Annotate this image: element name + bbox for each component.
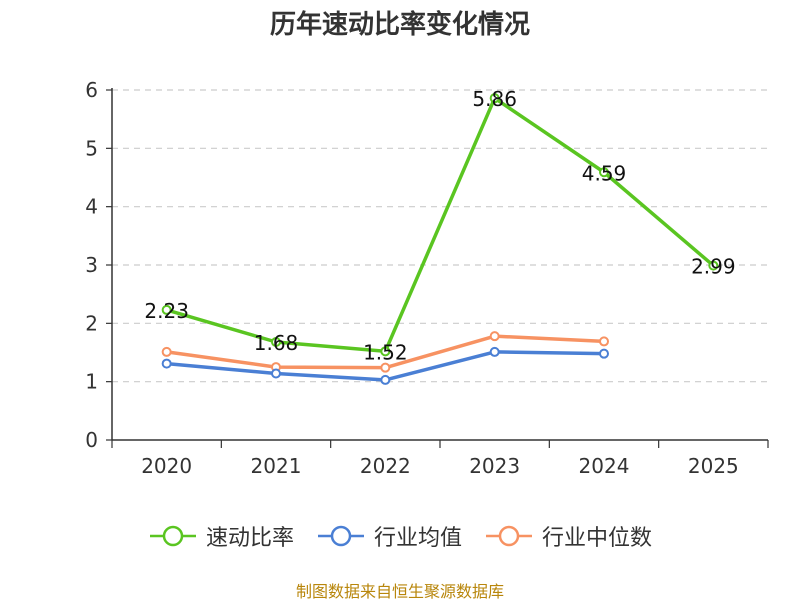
x-tick-label: 2022	[360, 454, 411, 478]
data-point	[599, 336, 609, 347]
data-point	[599, 348, 609, 359]
y-tick-label: 1	[85, 370, 98, 394]
y-tick-label: 5	[85, 136, 98, 160]
chart-title: 历年速动比率变化情况	[269, 10, 530, 40]
y-tick-label: 2	[85, 311, 98, 335]
y-tick-label: 4	[85, 195, 98, 219]
y-tick-label: 6	[85, 78, 98, 102]
data-point	[380, 362, 391, 373]
x-tick-label: 2023	[469, 454, 520, 478]
data-point	[489, 93, 500, 104]
y-tick-label: 3	[85, 253, 98, 277]
data-point	[161, 358, 172, 369]
x-tick-label: 2024	[579, 454, 630, 478]
data-point	[599, 167, 609, 178]
data-point	[161, 346, 172, 357]
x-tick-label: 2020	[141, 454, 192, 478]
legend-item-industry-median[interactable]: 行业中位数	[484, 520, 652, 552]
data-label: 2.99	[691, 255, 736, 279]
data-point	[161, 304, 172, 315]
legend-item-quick-ratio[interactable]: 速动比率	[148, 520, 294, 552]
x-tick-label: 2025	[688, 454, 739, 478]
data-source-note: 制图数据来自恒生聚源数据库	[295, 582, 504, 601]
data-point	[271, 368, 281, 379]
legend-marker-industry-mean	[317, 525, 364, 547]
data-point	[489, 331, 500, 342]
x-tick-label: 2021	[251, 454, 302, 478]
data-point	[708, 260, 719, 271]
data-label: 5.86	[472, 87, 517, 111]
data-label: 1.68	[254, 331, 299, 355]
legend: 速动比率 行业均值 行业中位数	[0, 520, 800, 552]
legend-label-quick-ratio: 速动比率	[205, 526, 294, 551]
data-point	[380, 374, 391, 385]
y-tick-label: 0	[85, 428, 98, 452]
data-label: 4.59	[582, 161, 627, 185]
legend-marker-quick-ratio	[149, 525, 196, 547]
data-label: 2.23	[144, 299, 189, 323]
legend-label-industry-median: 行业中位数	[542, 526, 653, 551]
data-point	[271, 337, 281, 347]
data-point	[380, 346, 391, 357]
legend-item-industry-mean[interactable]: 行业均值	[316, 520, 462, 552]
legend-marker-industry-median	[486, 525, 532, 547]
legend-label-industry-mean: 行业均值	[373, 526, 462, 551]
data-point	[489, 346, 500, 357]
data-label: 1.52	[363, 340, 408, 364]
series-line	[166, 96, 715, 354]
